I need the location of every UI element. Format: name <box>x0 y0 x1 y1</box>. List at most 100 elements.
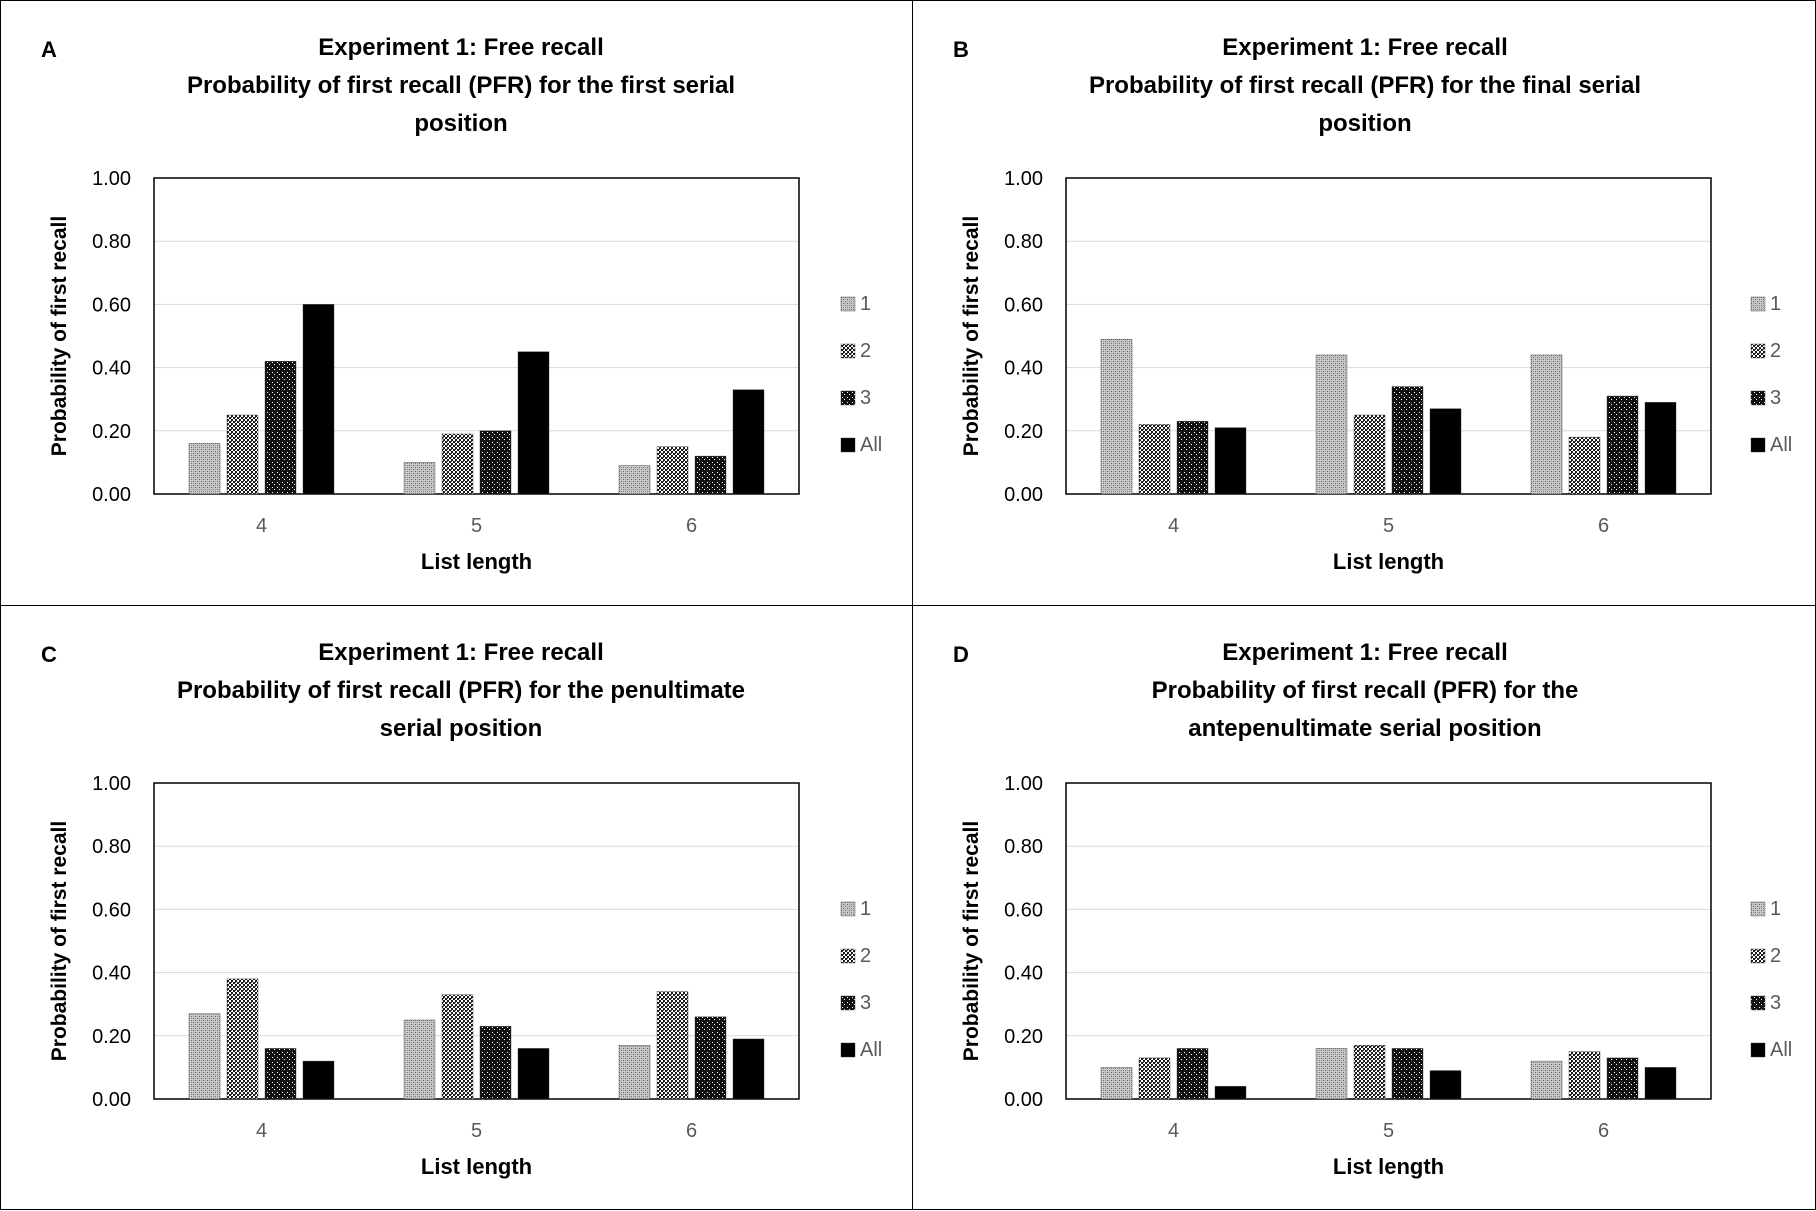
legend-label: 3 <box>1770 992 1781 1014</box>
y-tick-label: 1.00 <box>1004 168 1043 190</box>
chart-title-line: Probability of first recall (PFR) for th… <box>1089 72 1641 99</box>
plot-area-border <box>1065 177 1712 495</box>
legend-label: 1 <box>860 293 871 315</box>
bar-series-2-cat-6 <box>656 991 689 1100</box>
legend-swatch <box>840 296 856 312</box>
legend-label: All <box>860 434 882 456</box>
legend-swatch <box>1750 995 1766 1011</box>
bar-series-All-cat-5 <box>517 351 550 495</box>
x-tick-label: 6 <box>686 515 697 537</box>
y-axis-label: Probability of first recall <box>48 216 71 456</box>
bar-series-1-cat-4 <box>1100 1067 1133 1100</box>
bar-series-3-cat-5 <box>479 430 512 495</box>
bar-series-2-cat-4 <box>1138 1057 1171 1100</box>
bar-series-2-cat-6 <box>1568 436 1601 495</box>
chart-title-line: position <box>1318 110 1411 137</box>
bar-series-All-cat-6 <box>1644 1067 1677 1100</box>
y-tick-label: 0.20 <box>1004 1026 1043 1048</box>
legend-label: 1 <box>1770 293 1781 315</box>
bar-series-3-cat-5 <box>479 1026 512 1100</box>
bar-series-All-cat-4 <box>1214 1086 1247 1100</box>
bar-series-3-cat-4 <box>264 361 297 495</box>
panel-label: C <box>41 642 57 667</box>
x-tick-label: 5 <box>471 515 482 537</box>
chart-title-line: serial position <box>380 715 543 742</box>
y-tick-label: 1.00 <box>92 773 131 795</box>
chart-svg: C Experiment 1: Free recall Probability of… <box>41 639 882 1179</box>
legend-label: 2 <box>860 945 871 967</box>
bar-series-All-cat-4 <box>1214 427 1247 495</box>
bar-series-2-cat-5 <box>441 433 474 495</box>
bar-series-All-cat-6 <box>732 1038 765 1100</box>
legend-label: 2 <box>860 340 871 362</box>
bar-series-1-cat-6 <box>618 465 651 495</box>
x-tick-label: 5 <box>1383 515 1394 537</box>
legend-swatch <box>840 437 856 453</box>
bar-series-3-cat-6 <box>694 1016 727 1100</box>
y-tick-label: 0.60 <box>92 899 131 921</box>
legend-swatch <box>1750 1042 1766 1058</box>
bar-series-3-cat-5 <box>1391 1048 1424 1100</box>
x-tick-label: 4 <box>256 515 267 537</box>
y-tick-label: 0.00 <box>1004 1089 1043 1111</box>
panel-label: A <box>41 37 57 62</box>
y-tick-label: 0.20 <box>1004 421 1043 443</box>
chart-panel-b: B Experiment 1: Free recall Probability of… <box>912 0 1816 606</box>
bar-series-1-cat-4 <box>188 1013 221 1100</box>
legend-label: 2 <box>1770 945 1781 967</box>
y-tick-label: 0.40 <box>1004 963 1043 985</box>
bar-series-1-cat-5 <box>1315 1048 1348 1100</box>
legend-swatch <box>840 1042 856 1058</box>
y-tick-label: 0.40 <box>92 963 131 985</box>
bar-series-3-cat-4 <box>264 1048 297 1100</box>
y-tick-label: 0.80 <box>92 836 131 858</box>
chart-panel-c: C Experiment 1: Free recall Probability of… <box>0 605 913 1210</box>
chart-title-line: Probability of first recall (PFR) for th… <box>177 677 745 704</box>
bar-series-All-cat-6 <box>1644 402 1677 495</box>
y-tick-label: 0.40 <box>92 358 131 380</box>
bar-series-2-cat-5 <box>1353 1045 1386 1100</box>
legend-swatch <box>840 390 856 406</box>
bar-series-2-cat-6 <box>656 446 689 495</box>
chart-title-line: Probability of first recall (PFR) for th… <box>1152 677 1579 704</box>
x-tick-label: 4 <box>1168 1120 1179 1142</box>
x-tick-label: 4 <box>1168 515 1179 537</box>
legend-swatch <box>1750 901 1766 917</box>
bar-series-1-cat-4 <box>188 443 221 495</box>
legend-label: All <box>1770 1039 1792 1061</box>
x-axis-label: List length <box>1333 1154 1444 1179</box>
plot-area-border <box>153 177 800 495</box>
bar-series-1-cat-6 <box>618 1045 651 1100</box>
bar-series-3-cat-4 <box>1176 1048 1209 1100</box>
y-tick-label: 1.00 <box>92 168 131 190</box>
y-axis-label: Probability of first recall <box>960 216 983 456</box>
chart-svg: D Experiment 1: Free recall Probability of… <box>953 639 1792 1179</box>
y-tick-label: 0.00 <box>1004 484 1043 506</box>
bar-series-2-cat-4 <box>226 414 259 495</box>
legend-label: 2 <box>1770 340 1781 362</box>
x-tick-label: 4 <box>256 1120 267 1142</box>
chart-title-line: Experiment 1: Free recall <box>1222 34 1507 61</box>
legend-swatch <box>1750 437 1766 453</box>
y-tick-label: 0.60 <box>92 294 131 316</box>
chart-title-line: position <box>414 110 507 137</box>
legend-swatch <box>1750 948 1766 964</box>
legend-swatch <box>840 948 856 964</box>
y-tick-label: 0.60 <box>1004 899 1043 921</box>
legend-label: 3 <box>860 387 871 409</box>
bar-series-1-cat-5 <box>403 462 436 495</box>
legend-label: 3 <box>1770 387 1781 409</box>
bar-series-2-cat-4 <box>226 978 259 1100</box>
x-axis-label: List length <box>1333 549 1444 574</box>
legend-label: 3 <box>860 992 871 1014</box>
chart-title-line: Experiment 1: Free recall <box>1222 639 1507 666</box>
chart-title-line: Probability of first recall (PFR) for th… <box>187 72 735 99</box>
y-tick-label: 0.00 <box>92 1089 131 1111</box>
y-tick-label: 0.80 <box>92 231 131 253</box>
chart-panel-a: A Experiment 1: Free recall Probability of… <box>0 0 913 606</box>
bar-series-3-cat-6 <box>1606 1057 1639 1100</box>
y-axis-label: Probability of first recall <box>48 821 71 1061</box>
x-axis-label: List length <box>421 1154 532 1179</box>
bar-series-3-cat-5 <box>1391 386 1424 495</box>
bar-series-All-cat-5 <box>1429 408 1462 495</box>
